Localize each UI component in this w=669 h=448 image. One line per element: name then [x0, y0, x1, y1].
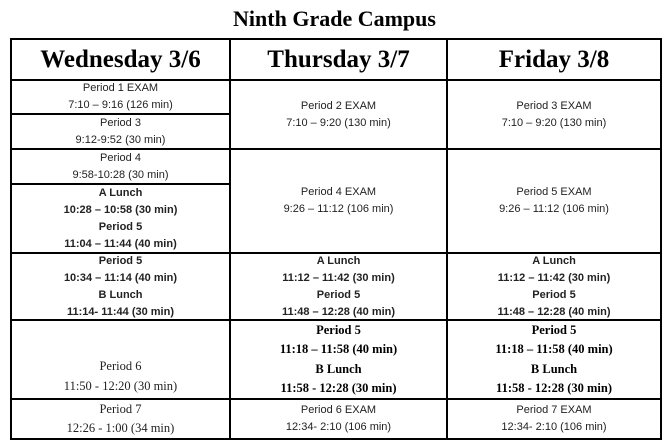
cell-label: Period 5 [532, 288, 576, 301]
thu-period-2-exam: Period 2 EXAM 7:10 – 9:20 (130 min) [231, 81, 448, 150]
thu-b-lunch: Period 5 11:18 – 11:58 (40 min) B Lunch 11:… [231, 321, 448, 400]
cell-label: A Lunch [98, 186, 143, 199]
cell-time: 11:58 - 12:28 (30 min) [496, 381, 612, 395]
thu-a-lunch: A Lunch 11:12 – 11:42 (30 min) Period 5 11:… [231, 254, 448, 321]
cell-label: Period 5 [316, 288, 361, 301]
cell-time: 9:26 – 11:12 (106 min) [283, 203, 394, 215]
cell-label: Period 5 [98, 220, 143, 233]
cell-time: 7:10 – 9:16 (126 min) [68, 99, 173, 111]
wed-period-7: Period 7 12:26 - 1:00 (34 min) [12, 400, 231, 438]
cell-time: 11:58 - 12:28 (30 min) [280, 381, 397, 395]
cell-label: A Lunch [532, 254, 576, 267]
cell-label: Period 2 EXAM [300, 99, 377, 112]
cell-time: 10:34 – 11:14 (40 min) [63, 271, 178, 284]
cell-time: 7:10 – 9:20 (130 min) [501, 116, 607, 129]
cell-time: 11:18 – 11:58 (40 min) [279, 342, 398, 356]
cell-label: Period 5 EXAM [516, 186, 592, 198]
cell-label: B Lunch [530, 361, 578, 376]
cell-label: Period 6 [99, 359, 142, 373]
wed-a-lunch: A Lunch 10:28 – 10:58 (30 min) Period 5 11:… [12, 185, 231, 254]
cell-time: 7:10 – 9:20 (130 min) [286, 116, 391, 129]
wed-b-lunch: Period 5 10:34 – 11:14 (40 min) B Lunch 11:… [12, 254, 231, 321]
thu-period-4-exam: Period 4 EXAM 9:26 – 11:12 (106 min) [231, 150, 448, 254]
cell-label: Period 5 [98, 254, 143, 267]
header-wednesday: Wednesday 3/6 [12, 40, 231, 81]
cell-time: 11:48 – 12:28 (40 min) [497, 305, 611, 318]
cell-time: 9:26 – 11:12 (106 min) [499, 203, 609, 215]
cell-time: 11:04 – 11:44 (40 min) [64, 237, 177, 250]
cell-time: 9:12-9:52 (30 min) [75, 133, 166, 146]
cell-time: 11:12 – 11:42 (30 min) [282, 271, 395, 284]
schedule-table: Wednesday 3/6 Thursday 3/7 Friday 3/8 Pe… [10, 38, 662, 440]
cell-time: 11:14- 11:44 (30 min) [66, 305, 174, 318]
cell-time: 12:34- 2:10 (106 min) [501, 421, 607, 433]
fri-period-5-exam: Period 5 EXAM 9:26 – 11:12 (106 min) [448, 150, 660, 254]
wed-period-6: Period 6 11:50 - 12:20 (30 min) [12, 321, 231, 400]
cell-label: Period 5 [316, 322, 361, 337]
fri-b-lunch: Period 5 11:18 – 11:58 (40 min) B Lunch 11:… [448, 321, 660, 400]
cell-label: Period 5 [531, 322, 577, 337]
cell-time: 11:18 – 11:58 (40 min) [495, 342, 613, 356]
cell-time: 11:50 - 12:20 (30 min) [63, 378, 178, 393]
fri-period-3-exam: Period 3 EXAM 7:10 – 9:20 (130 min) [448, 81, 660, 150]
cell-label: Period 6 EXAM [300, 404, 377, 416]
cell-time: 12:34- 2:10 (106 min) [285, 421, 392, 433]
wed-period-1-exam: Period 1 EXAM 7:10 – 9:16 (126 min) [12, 81, 231, 115]
thu-period-6-exam: Period 6 EXAM 12:34- 2:10 (106 min) [231, 400, 448, 438]
cell-label: Period 4 [100, 151, 141, 164]
cell-label: Period 3 [100, 116, 141, 129]
cell-time: 12:26 - 1:00 (34 min) [66, 421, 175, 435]
header-thursday: Thursday 3/7 [231, 40, 448, 81]
page-title: Ninth Grade Campus [233, 6, 436, 31]
cell-label: B Lunch [315, 361, 362, 376]
cell-label: B Lunch [98, 288, 143, 301]
cell-label: Period 3 EXAM [516, 99, 592, 112]
cell-label: A Lunch [316, 254, 361, 267]
wed-period-3: Period 3 9:12-9:52 (30 min) [12, 115, 231, 150]
cell-label: Period 7 [99, 401, 142, 416]
cell-label: Period 4 EXAM [300, 186, 377, 198]
fri-a-lunch: A Lunch 11:12 – 11:42 (30 min) Period 5 11:… [448, 254, 660, 321]
cell-label: Period 7 EXAM [516, 404, 592, 416]
cell-label: Period 1 EXAM [82, 82, 159, 94]
cell-time: 10:28 – 10:58 (30 min) [63, 203, 178, 216]
cell-time: 11:12 – 11:42 (30 min) [497, 271, 611, 284]
cell-time: 11:48 – 12:28 (40 min) [281, 305, 396, 318]
wed-period-4: Period 4 9:58-10:28 (30 min) [12, 150, 231, 185]
cell-time: 9:58-10:28 (30 min) [72, 168, 169, 181]
header-friday: Friday 3/8 [448, 40, 660, 81]
fri-period-7-exam: Period 7 EXAM 12:34- 2:10 (106 min) [448, 400, 660, 438]
